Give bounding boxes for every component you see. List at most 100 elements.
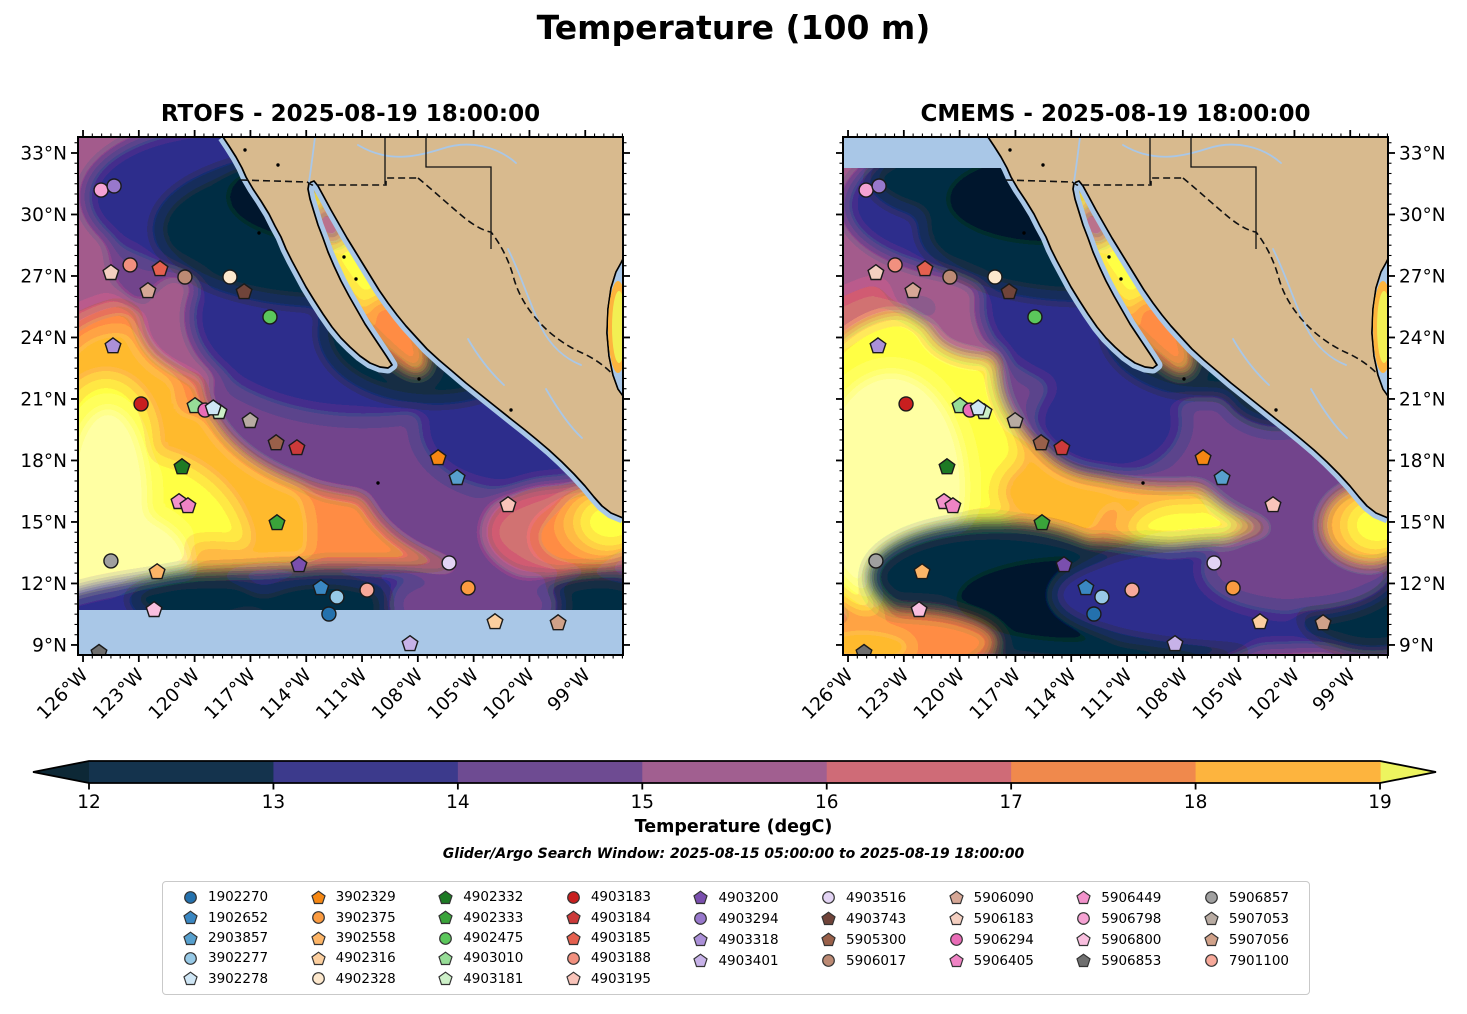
river [1272, 248, 1347, 366]
pentagon-marker-icon [948, 890, 964, 905]
float-marker-4902328 [987, 269, 1003, 285]
legend-column: 4903200 4903294 4903318 4903401 [693, 887, 779, 989]
legend-item-5905300: 5905300 [821, 929, 906, 950]
float-marker-4902316 [1251, 612, 1269, 630]
lat-tick-label: 24°N [20, 328, 67, 349]
pentagon-marker-icon [693, 932, 709, 947]
circle-marker-icon [949, 933, 963, 946]
map-frame [77, 136, 624, 656]
float-marker-4902328 [222, 269, 238, 285]
float-marker-4903516 [1206, 555, 1222, 571]
float-marker-3902277 [329, 589, 345, 605]
pentagon-marker-icon [438, 910, 453, 925]
float-marker-5905300 [267, 433, 285, 451]
float-marker-5907053 [241, 411, 259, 429]
lon-tick-label: 99°W [1309, 665, 1360, 716]
lon-tick-label: 123°W [89, 665, 148, 724]
legend-platform-id: 4902475 [463, 930, 524, 947]
country-border-dashed [417, 177, 620, 382]
axis-ticks [836, 130, 1395, 662]
lat-tick-label: 27°N [1399, 266, 1446, 287]
float-marker-3902329 [429, 448, 447, 466]
circle-marker-icon [1077, 912, 1091, 925]
map-frame [842, 136, 1389, 656]
float-marker-3902278 [969, 399, 987, 416]
float-marker-4903743 [235, 282, 253, 300]
float-marker-5906405 [944, 496, 962, 514]
legend-platform-id: 4903401 [718, 952, 779, 969]
float-marker-5906853 [855, 643, 873, 655]
legend-item-4903516: 4903516 [821, 887, 906, 908]
legend-platform-id: 5906800 [1101, 931, 1162, 948]
colorbar-tick-label: 15 [631, 792, 655, 813]
float-marker-5906857 [103, 553, 119, 569]
float-marker-4903195 [1264, 495, 1282, 513]
float-marker-5906800 [145, 600, 163, 618]
legend-platform-id: 5906294 [973, 931, 1034, 948]
island [342, 255, 346, 259]
float-marker-4903184 [288, 438, 306, 456]
river [1073, 137, 1081, 183]
float-marker-1902652 [312, 578, 330, 596]
float-marker-4903195 [499, 495, 517, 513]
pentagon-marker-icon [566, 910, 581, 925]
legend-item-5906853: 5906853 [1076, 950, 1161, 971]
legend-platform-id: 2903857 [208, 930, 269, 947]
platform-legend: 1902270 1902652 2903857 3902277 3902278 39023… [162, 881, 1310, 995]
float-marker-4902316 [486, 612, 504, 630]
island [509, 408, 513, 412]
rtofs-map: 126°W123°W120°W117°W114°W111°W108°W105°W… [20, 130, 630, 724]
legend-item-5906090: 5906090 [948, 887, 1034, 908]
legend-item-3902277: 3902277 [183, 948, 268, 968]
lon-tick-label: 114°W [1021, 665, 1080, 724]
colorbar-tick-label: 19 [1368, 792, 1392, 813]
lon-tick-label: 102°W [480, 665, 539, 724]
legend-item-4903195: 4903195 [566, 969, 651, 989]
circle-marker-icon [311, 911, 325, 925]
lon-tick-label: 105°W [1189, 665, 1248, 724]
float-marker-2903857 [1213, 468, 1231, 486]
lon-tick-label: 111°W [312, 665, 371, 724]
lat-tick-label: 21°N [20, 389, 67, 410]
lat-tick-label: 30°N [20, 205, 67, 226]
pentagon-marker-icon [948, 953, 964, 968]
lat-tick-label: 18°N [20, 451, 67, 472]
lat-tick-label: 21°N [1399, 389, 1446, 410]
float-marker-4903183 [133, 396, 149, 412]
legend-item-5906405: 5906405 [948, 950, 1034, 971]
colorbar-label: Temperature (degC) [634, 817, 833, 837]
legend-column: 1902270 1902652 2903857 3902277 3902278 [183, 887, 268, 989]
float-marker-1902652 [1077, 578, 1095, 596]
lon-tick-label: 117°W [966, 665, 1025, 724]
pentagon-marker-icon [1204, 932, 1219, 947]
legend-item-4903183: 4903183 [566, 887, 651, 907]
lat-tick-label: 9°N [32, 635, 67, 656]
float-marker-4903185 [151, 259, 169, 277]
lat-tick-label: 18°N [1399, 451, 1446, 472]
lat-tick-label: 33°N [20, 143, 67, 164]
legend-item-5906449: 5906449 [1076, 887, 1161, 908]
circle-marker-icon [184, 890, 197, 904]
colorbar-segment [457, 761, 643, 783]
float-marker-4903401 [401, 634, 419, 652]
island [1041, 163, 1045, 167]
pentagon-marker-icon [948, 911, 964, 926]
colorbar-tick-label: 13 [262, 792, 286, 813]
colorbar-tick-label: 18 [1184, 792, 1208, 813]
legend-platform-id: 5905300 [846, 931, 907, 948]
axis-ticks [71, 130, 630, 662]
lon-tick-label: 111°W [1077, 665, 1136, 724]
legend-platform-id: 3902329 [335, 889, 396, 906]
legend-platform-id: 5907053 [1228, 910, 1289, 927]
float-marker-5907056 [1314, 613, 1332, 631]
circle-marker-icon [1204, 891, 1218, 904]
country-border-dashed [1182, 177, 1385, 382]
pentagon-marker-icon [183, 910, 198, 925]
legend-platform-id: 5906857 [1228, 889, 1289, 906]
legend-item-4903743: 4903743 [821, 908, 906, 929]
legend-platform-id: 7901100 [1228, 952, 1289, 969]
float-marker-5907056 [549, 613, 567, 631]
legend-item-7901100: 7901100 [1204, 950, 1289, 971]
map-clip-group [78, 137, 623, 655]
